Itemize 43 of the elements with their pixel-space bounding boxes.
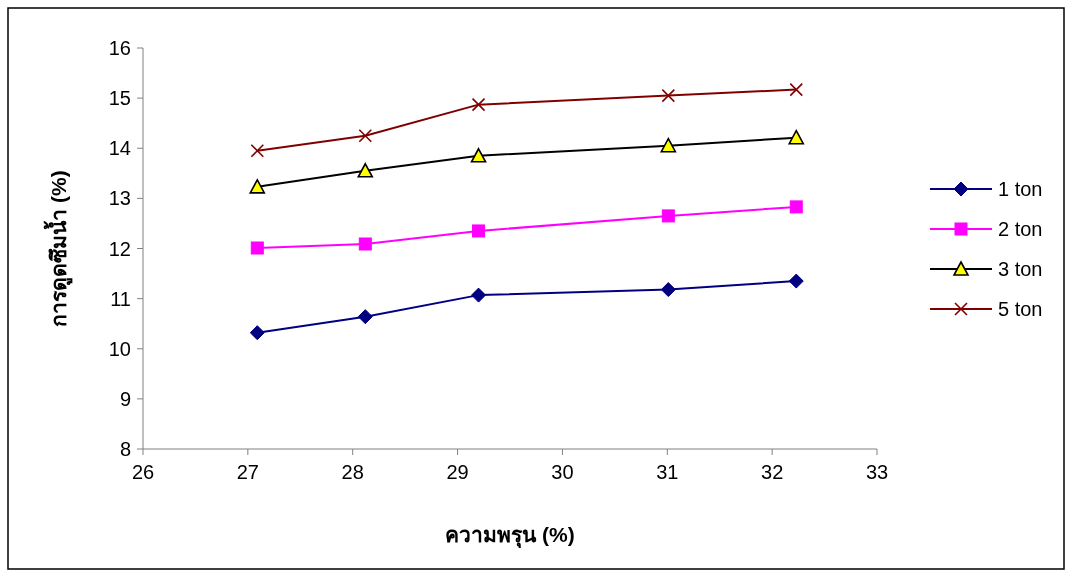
legend-label: 3 ton (998, 258, 1043, 280)
y-axis-title: การดูดซึมน้ำ (%) (43, 170, 73, 327)
point (358, 237, 372, 251)
point (788, 273, 804, 289)
point (471, 97, 486, 112)
legend-label: 5 ton (998, 298, 1043, 320)
point (660, 282, 676, 298)
y-tick-label: 11 (110, 287, 131, 310)
x-tick-label: 33 (865, 461, 889, 483)
x-axis-title: ความพรุน (%) (445, 523, 575, 549)
point (660, 137, 677, 153)
y-tick-label: 15 (108, 87, 131, 110)
point (470, 147, 487, 163)
point (661, 209, 675, 223)
point (358, 128, 373, 143)
x-tick-label: 32 (761, 461, 784, 483)
point (250, 143, 265, 158)
x-tick-label: 27 (236, 461, 259, 483)
point (471, 287, 487, 303)
y-tick-label: 13 (108, 187, 131, 210)
point (789, 82, 804, 97)
point (249, 325, 265, 341)
y-tick-label: 16 (108, 37, 131, 59)
y-tick-label: 14 (108, 137, 131, 160)
point (357, 309, 373, 325)
x-tick-label: 28 (341, 461, 364, 483)
point (357, 163, 374, 178)
point (472, 224, 486, 238)
y-tick-label: 9 (119, 387, 131, 410)
x-tick-label: 31 (656, 461, 679, 483)
x-tick-label: 26 (131, 461, 155, 483)
point (249, 179, 266, 194)
y-tick-label: 10 (108, 337, 131, 360)
legend-label: 2 ton (998, 218, 1043, 240)
point (661, 88, 676, 103)
y-tick-label: 12 (108, 237, 131, 260)
legend-label: 1 ton (998, 178, 1043, 200)
y-tick-label: 8 (119, 438, 131, 460)
point (789, 200, 803, 214)
point (250, 241, 264, 255)
x-tick-label: 29 (446, 461, 469, 483)
point (788, 129, 805, 145)
x-tick-label: 30 (551, 461, 574, 483)
